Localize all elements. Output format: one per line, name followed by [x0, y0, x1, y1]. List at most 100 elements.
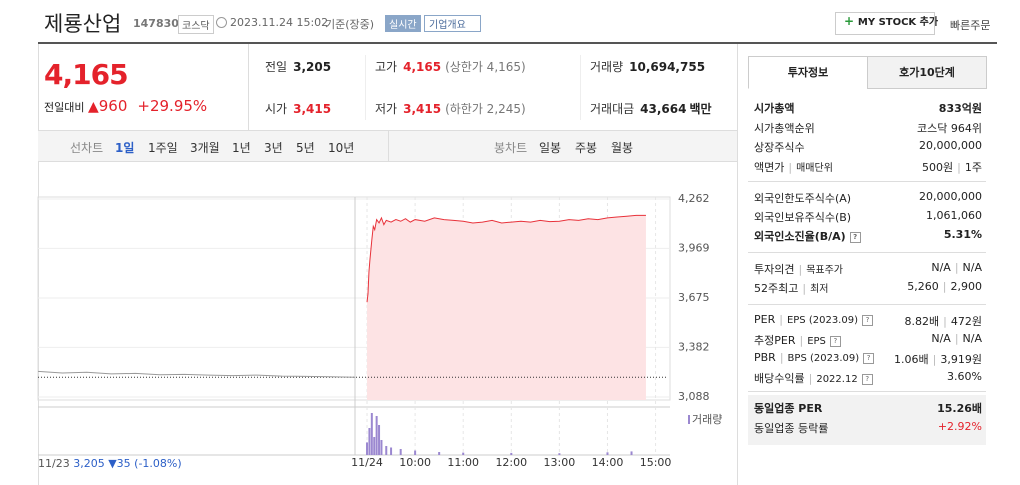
x-tick-label: 15:00	[640, 456, 672, 469]
value-part: 15.26배	[937, 402, 982, 415]
tab[interactable]: 주봉	[575, 141, 598, 155]
section-rule	[748, 181, 986, 182]
rate: +29.95%	[137, 97, 208, 115]
label-part: 동일업종 등락률	[754, 422, 829, 435]
info-label: 외국인소진율(B/A)?	[754, 228, 861, 244]
info-label: 투자의견 | 목표주가	[754, 261, 843, 277]
info-value: 5,260 | 2,900	[907, 280, 982, 293]
overview-dropdown[interactable]: 기업개요	[424, 15, 481, 32]
label-part: PER	[754, 313, 776, 326]
section-rule	[748, 391, 986, 392]
tab-label: 선차트	[70, 141, 104, 155]
divider: |	[779, 313, 783, 326]
divider: |	[788, 160, 793, 174]
x-tick-label: 11:00	[447, 456, 479, 469]
info-value: 15.26배	[937, 400, 982, 416]
x-tick-label: 10:00	[399, 456, 431, 469]
volume-bar	[385, 446, 388, 455]
basis: 기준(장중)	[325, 18, 375, 31]
help-icon: ?	[861, 314, 873, 326]
tab[interactable]: 월봉	[611, 141, 634, 155]
value-part: 코스닥 964위	[917, 121, 982, 135]
quote-divider	[248, 44, 249, 130]
divider: |	[798, 263, 803, 276]
divider: |	[799, 334, 804, 347]
volume-legend	[688, 415, 690, 424]
section-rule	[748, 252, 986, 253]
volume-bar	[390, 447, 393, 455]
down-arrow: ▼	[108, 457, 117, 470]
divider: |	[954, 332, 959, 345]
volume-bar	[510, 452, 513, 455]
value-part: 500원	[922, 160, 954, 174]
quote-note: (상한가 4,165)	[445, 60, 526, 74]
label-part: 투자의견	[754, 263, 795, 276]
quote-cell: 고가 4,165 (상한가 4,165)	[375, 58, 526, 75]
tab[interactable]: 1년	[232, 141, 251, 155]
x-tick-label: 14:00	[592, 456, 624, 469]
info-label: 동일업종 PER	[754, 400, 822, 416]
y-tick-label: 3,675	[678, 291, 710, 304]
volume-bar	[462, 452, 465, 455]
realtime-button[interactable]: 실시간	[385, 15, 421, 32]
divider: |	[943, 315, 947, 328]
volume-bar	[414, 450, 417, 455]
label-part: 2022.12	[816, 374, 858, 385]
volume-bar	[380, 440, 383, 455]
info-tab[interactable]: 호가10단계	[867, 56, 987, 89]
previous-line	[37, 370, 356, 378]
volume-bar	[399, 449, 402, 455]
quote-unit: 백만	[689, 102, 712, 116]
info-value: +2.92%	[938, 420, 982, 433]
footer-price: 3,205	[73, 457, 105, 470]
info-label: 배당수익률 | 2022.12?	[754, 370, 873, 386]
tab[interactable]: 10년	[328, 141, 355, 155]
info-value: N/A | N/A	[931, 261, 982, 274]
info-label: PBR | BPS (2023.09)?	[754, 351, 875, 364]
value-part: 1,061,060	[926, 209, 982, 222]
chart: 3,088 3,382 3,675 3,969 4,262 11/24 10:00 11:00…	[37, 192, 722, 469]
quote-cell: 거래대금 43,664 백만	[590, 100, 712, 117]
stock-code: 147830	[133, 17, 179, 30]
tab[interactable]: 3년	[264, 141, 283, 155]
quote-label: 거래량	[590, 60, 624, 74]
quote-label: 전일	[265, 60, 288, 74]
col-divider	[365, 55, 366, 120]
clock-icon	[216, 17, 227, 28]
tab[interactable]: 1주일	[148, 141, 178, 155]
volume-label: 거래량	[692, 413, 722, 426]
x-tick-label: 12:00	[495, 456, 527, 469]
value-part: 3.60%	[947, 370, 982, 383]
change: 960	[98, 97, 128, 115]
label-part: 추정PER	[754, 334, 796, 347]
quote-value: 3,205	[293, 60, 332, 74]
info-label: 추정PER | EPS?	[754, 332, 841, 348]
info-value: 20,000,000	[919, 190, 982, 203]
info-tab[interactable]: 투자정보	[748, 56, 868, 89]
value-part: 3,919원	[940, 353, 982, 366]
info-value: 3.60%	[947, 370, 982, 383]
col-divider	[580, 55, 581, 120]
help-icon: ?	[829, 335, 841, 347]
label-part: PBR	[754, 351, 776, 364]
tab[interactable]: 5년	[296, 141, 315, 155]
quote-value: 3,415	[293, 102, 332, 116]
quote-cell: 시가 3,415	[265, 100, 331, 117]
quote-value: 43,664	[640, 102, 687, 116]
label-part: 목표주가	[806, 265, 844, 276]
area	[367, 215, 646, 400]
info-label: 외국인보유주식수(B)	[754, 209, 851, 225]
volume-bar	[558, 453, 561, 455]
label-part: 동일업종 PER	[754, 402, 823, 415]
x-tick-label: 11/24	[351, 456, 383, 469]
mystock-button[interactable]: + MY STOCK 추가	[835, 12, 938, 35]
change-row: 전일대비 ▲960 +29.95%	[44, 97, 207, 115]
tab[interactable]: 일봉	[539, 141, 562, 155]
tab[interactable]: 1일	[115, 141, 135, 155]
tab[interactable]: 3개월	[190, 141, 220, 155]
quick-order[interactable]: 빠른주문	[950, 19, 991, 32]
divider: |	[779, 351, 784, 364]
quote-cell: 거래량 10,694,755	[590, 58, 705, 75]
change-label: 전일대비	[44, 101, 85, 114]
